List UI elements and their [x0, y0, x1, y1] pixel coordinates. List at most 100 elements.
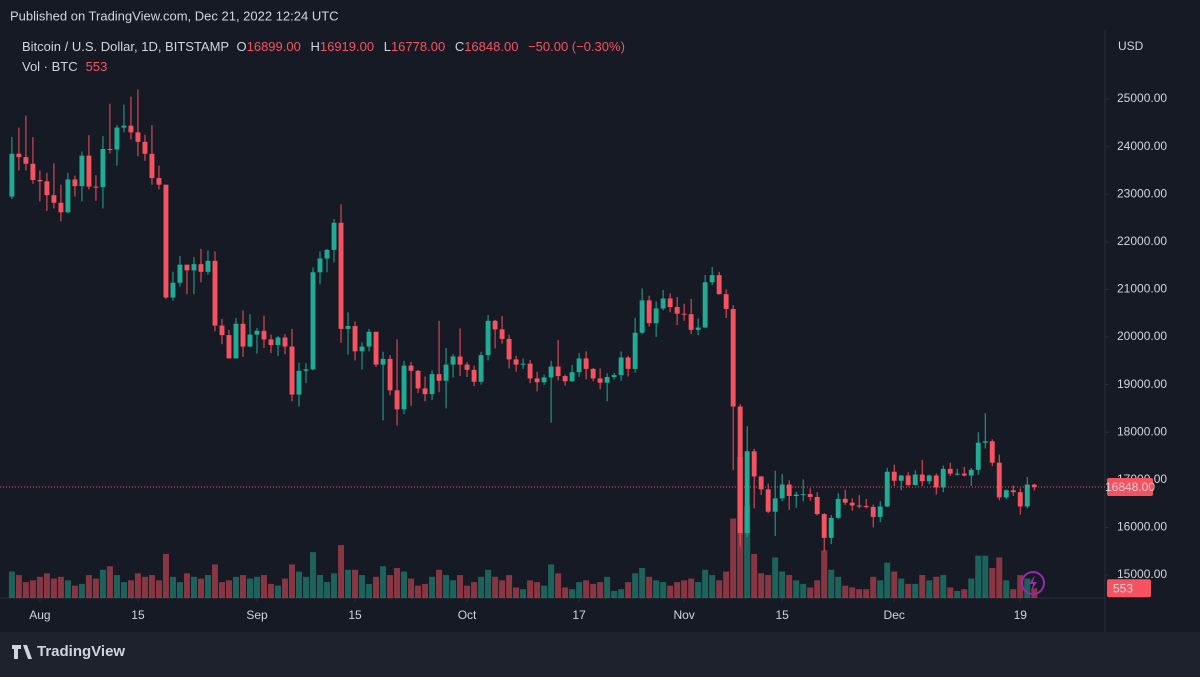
candle-body [996, 462, 1002, 498]
volume-bar [751, 553, 758, 598]
candle-body [520, 363, 526, 365]
candle-body [639, 300, 645, 333]
volume-bar [527, 580, 534, 598]
volume-bar [807, 587, 814, 598]
volume-bar [457, 575, 464, 598]
candle-body [338, 222, 344, 329]
volume-bar [849, 587, 856, 598]
volume-bar [408, 578, 415, 598]
footer-background [0, 632, 1200, 672]
candle-body [660, 298, 666, 309]
candle-body [856, 505, 862, 507]
candle-body [156, 178, 162, 185]
candle-body [79, 155, 85, 187]
volume-bar [190, 576, 197, 598]
candle-body [1017, 492, 1023, 507]
candle-body [9, 153, 15, 197]
candle-body [1003, 490, 1009, 498]
volume-bar [211, 564, 218, 598]
legend: Bitcoin / U.S. Dollar, 1D, BITSTAMP O168… [22, 39, 625, 54]
candle-body [415, 370, 421, 389]
candle-body [261, 330, 267, 340]
volume-bar [863, 589, 870, 598]
volume-bar [8, 571, 15, 598]
x-tick-label: Dec [884, 608, 905, 622]
y-tick-label: 25000.00 [1117, 91, 1167, 105]
volume-bar [961, 589, 968, 598]
volume-bar [92, 578, 99, 598]
candle-body [751, 451, 757, 477]
candle-body [961, 473, 967, 476]
volume-bar [667, 585, 674, 598]
candle-body [590, 368, 596, 379]
candle-body [198, 264, 204, 272]
candle-body [177, 264, 183, 283]
candle-body [716, 275, 722, 295]
volume-badge-label: 553 [1113, 581, 1133, 595]
change: −50.00 (−0.30%) [528, 39, 625, 54]
volume-bar [289, 564, 296, 598]
candle-body [723, 294, 729, 309]
candle-body [583, 358, 589, 369]
candle-body [933, 475, 939, 488]
volume-bar [793, 580, 800, 598]
candle-body [800, 494, 806, 496]
volume-bar [520, 589, 527, 598]
volume-bar [471, 582, 478, 598]
candle-body [289, 346, 295, 395]
o-label: O [236, 39, 246, 54]
candle-body [345, 326, 351, 329]
candle-body [604, 376, 610, 383]
volume-bar [730, 518, 737, 598]
l-label: L [384, 39, 391, 54]
volume-bar [821, 550, 828, 598]
candle-body [506, 338, 512, 360]
candle-body [793, 494, 799, 496]
candle-body [597, 378, 603, 383]
candle-body [436, 374, 442, 381]
volume-bar [702, 569, 709, 598]
candle-body [478, 355, 484, 382]
volume-bar [345, 569, 352, 598]
candle-body [65, 179, 71, 213]
volume-bar [429, 576, 436, 598]
volume-bar [583, 580, 590, 598]
candle-body [37, 179, 43, 182]
volume-legend: Vol · BTC 553 [22, 59, 107, 74]
candle-body [674, 307, 680, 314]
candle-body [947, 468, 953, 474]
volume-bar [1010, 589, 1017, 598]
candle-body [842, 498, 848, 503]
volume-bar [982, 555, 989, 598]
volume-bar [359, 575, 366, 598]
volume-bar [22, 582, 29, 598]
volume-bar [1003, 580, 1010, 598]
candle-body [275, 337, 281, 346]
lightning-icon[interactable] [1021, 571, 1045, 595]
candle-body [954, 473, 960, 475]
logo [12, 645, 32, 659]
volume-bar [141, 576, 148, 598]
candle-body [149, 153, 155, 179]
volume-bar [317, 575, 324, 598]
x-tick-label: Oct [458, 608, 477, 622]
volume-bar [310, 552, 317, 598]
candle-body [352, 326, 358, 352]
candle-body [212, 260, 218, 326]
candle-body [1010, 490, 1016, 493]
volume-bar [933, 576, 940, 598]
y-tick-label: 22000.00 [1117, 234, 1167, 248]
candle-body [408, 365, 414, 371]
volume-bar [905, 583, 912, 598]
candle-body [324, 249, 330, 259]
volume-bar [758, 573, 765, 598]
candle-body [905, 475, 911, 486]
candle-body [443, 364, 449, 381]
h-label: H [310, 39, 319, 54]
candle-body [744, 451, 750, 534]
candle-body [765, 489, 771, 512]
candle-body [23, 157, 29, 164]
volume-bar [800, 583, 807, 598]
